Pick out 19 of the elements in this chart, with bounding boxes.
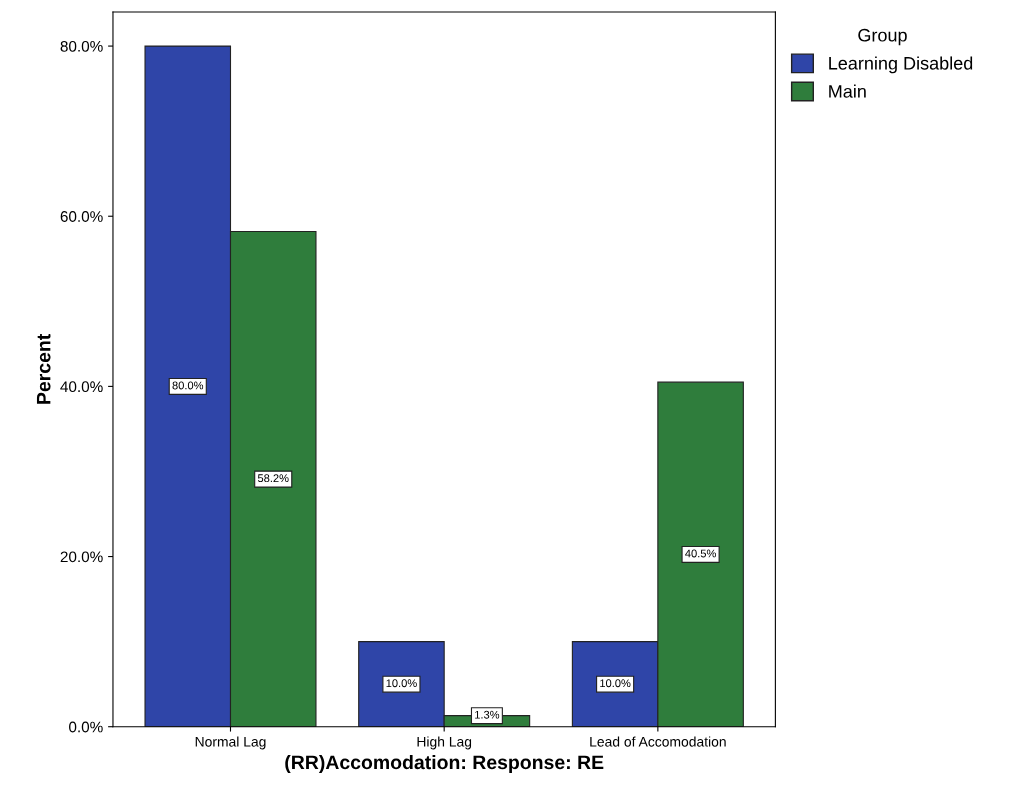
legend-label: Main <box>829 84 866 98</box>
y-axis-title: Percent <box>36 333 51 404</box>
legend-label: Learning Disabled <box>829 56 973 74</box>
y-tick-label: 40.0% <box>60 381 103 393</box>
data-label: 10.0% <box>386 679 417 688</box>
y-tick-label: 80.0% <box>60 40 103 52</box>
y-tick-label: 60.0% <box>60 211 103 222</box>
x-tick-label: Lead of Accomodation <box>590 736 726 747</box>
y-tick-label: 20.0% <box>60 551 103 563</box>
data-label: 80.0% <box>172 381 204 390</box>
data-label: 40.5% <box>685 549 716 558</box>
x-tick-label: High Lag <box>417 736 472 750</box>
legend-title: Group <box>858 28 907 46</box>
x-axis-title: (RR)Accomodation: Response: RE <box>285 754 604 774</box>
y-tick-label: 0.0% <box>69 721 103 733</box>
data-label: 58.2% <box>257 474 289 483</box>
data-label: 10.0% <box>600 679 631 688</box>
x-tick-label: Normal Lag <box>195 736 266 750</box>
data-label: 1.3% <box>475 710 500 719</box>
